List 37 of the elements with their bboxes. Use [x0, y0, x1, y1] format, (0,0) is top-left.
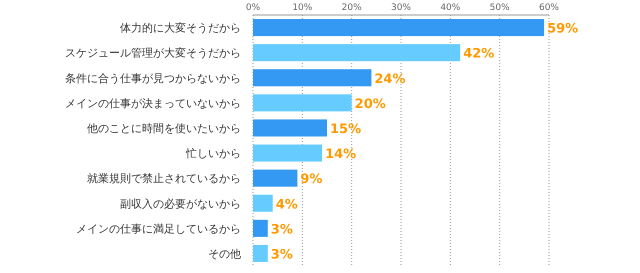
bar	[253, 244, 268, 262]
bar	[253, 69, 372, 86]
x-tick-label: 40%	[440, 3, 461, 13]
x-tick-label: 30%	[390, 3, 412, 13]
data-label: 3%	[270, 222, 293, 238]
y-tick-label: 他のことに時間を使いたいから	[87, 122, 241, 135]
y-tick-label: スケジュール管理が大変そうだから	[65, 46, 241, 60]
x-tick-label: 0%	[246, 3, 261, 13]
bar	[253, 220, 268, 237]
y-tick-label: その他	[208, 247, 241, 260]
data-label: 9%	[300, 172, 322, 188]
x-tick-label: 20%	[342, 3, 362, 13]
data-label: 15%	[330, 122, 362, 137]
bar	[253, 94, 352, 112]
data-label: 24%	[374, 72, 406, 87]
data-label: 14%	[325, 147, 356, 162]
data-label: 42%	[463, 46, 494, 62]
data-label: 3%	[270, 247, 293, 262]
bar	[253, 170, 298, 187]
data-label: 59%	[547, 22, 578, 37]
bar	[253, 194, 273, 212]
y-tick-label: 忙しいから	[185, 147, 241, 160]
y-tick-label: メインの仕事に満足しているから	[76, 222, 241, 236]
bar	[253, 44, 460, 62]
y-tick-label: 副収入の必要がないから	[120, 197, 241, 210]
data-label: 4%	[276, 197, 298, 212]
data-label: 20%	[354, 96, 386, 112]
bar	[253, 119, 327, 136]
x-tick-label: 10%	[292, 3, 313, 13]
bar	[253, 19, 544, 36]
x-tick-label: 60%	[538, 3, 560, 13]
y-tick-label: メインの仕事が決まっていないから	[65, 96, 241, 110]
y-tick-label: 条件に合う仕事が見つからないから	[65, 72, 241, 85]
y-tick-label: 就業規則で禁止されているから	[87, 172, 241, 186]
bar	[253, 144, 322, 162]
x-tick-label: 50%	[490, 3, 510, 13]
y-tick-label: 体力的に大変そうだから	[120, 22, 241, 35]
